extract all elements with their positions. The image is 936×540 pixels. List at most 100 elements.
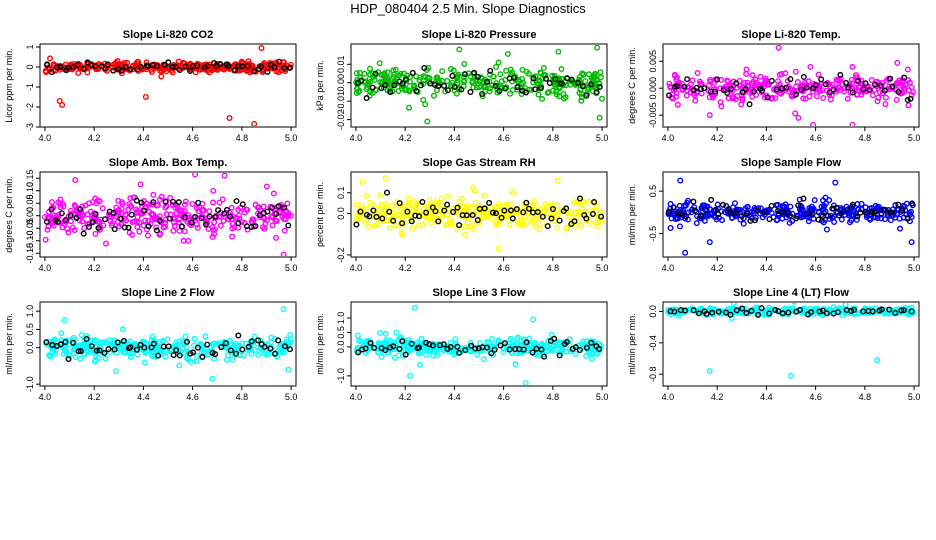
panel-2-title: Slope Li-820 Pressure [422, 29, 537, 41]
panel-4-point [260, 203, 267, 210]
panel-4-point [182, 198, 189, 205]
panel-3-ytick-label: 0.000 [648, 77, 658, 100]
panel-6-xtick-label: 5.0 [908, 263, 921, 273]
panel-2-point [384, 74, 391, 81]
panel-1-ytick-label: 0 [25, 64, 35, 69]
panel-1-black-point [138, 64, 145, 71]
panel-8-black-point [396, 346, 403, 353]
panel-4-point [48, 199, 55, 206]
panel-8-points [353, 304, 604, 385]
panel-1-xtick-label: 4.8 [236, 133, 249, 143]
panel-7-ytick-label: 1.0 [25, 305, 35, 318]
panel-1-black-point [165, 59, 172, 66]
panel-4-point [162, 219, 169, 226]
panel-1-xtick-label: 4.4 [137, 133, 150, 143]
panel-8-point [536, 352, 543, 359]
panel-5-point [398, 230, 405, 237]
panel-4-point [67, 218, 74, 225]
panel-6-point [693, 220, 700, 227]
panel-8-point [555, 349, 562, 356]
panel-9-point [830, 304, 837, 311]
panel-1-black-point [264, 68, 271, 75]
panel-4-black-point [202, 221, 209, 228]
panel-2-point [376, 60, 383, 67]
panel-7-point [99, 339, 106, 346]
panel-4-point [269, 214, 276, 221]
panel-5-point [411, 205, 418, 212]
panel-7-points [43, 306, 294, 382]
panel-8-ylabel: ml/min per min. [315, 313, 325, 375]
panel-1-black-point [122, 64, 129, 71]
panel-7-point [77, 342, 84, 349]
panel-3-point [841, 85, 848, 92]
panel-2-black-point [391, 82, 398, 89]
panel-4-black-point [264, 208, 271, 215]
panel-2-outlier-point [596, 114, 603, 121]
panel-4-outlier-point [221, 173, 228, 179]
panel-5-point [555, 211, 562, 218]
panel-1-point [192, 69, 199, 76]
panel-5-point [520, 220, 527, 227]
panel-4-point [285, 212, 292, 219]
panel-6-point [823, 226, 830, 233]
panel-2-point [519, 66, 526, 73]
panel-4-point [154, 202, 161, 209]
panel-5-point [488, 215, 495, 222]
panel-7-xtick-label: 4.4 [137, 392, 150, 402]
panel-4-point [170, 219, 177, 226]
panel-4-point [126, 201, 133, 208]
panel-1-point [158, 73, 165, 80]
panel-4-black-point [166, 215, 173, 222]
panel-1-outlier-point [142, 93, 149, 100]
panel-8-black-point [399, 338, 406, 345]
panel-6-point [740, 220, 747, 227]
panel-6-point [872, 202, 879, 209]
panel-4-point [213, 212, 220, 219]
panel-3-black-point [733, 80, 740, 87]
panel-5-black-point [549, 205, 556, 212]
panel-5-ytick-label: 0.0 [336, 207, 346, 220]
panel-8-black-point [563, 338, 570, 345]
panel-2-point [582, 78, 589, 85]
panel-4-point [92, 195, 99, 202]
panel-4-point [180, 237, 187, 244]
panel-4-point [211, 231, 218, 238]
panel-3-ylabel: degrees C per min. [627, 47, 637, 124]
panel-1-black-point [239, 63, 246, 70]
panel-2-black-point [593, 89, 600, 96]
panel-9-point [754, 308, 761, 315]
panel-4-point [45, 223, 52, 230]
panel-7-point [287, 336, 294, 343]
panel-8-outlier-point [522, 380, 529, 385]
panel-1-black-point [74, 61, 81, 68]
panel-1-black-point [204, 62, 211, 69]
panel-2-point [490, 73, 497, 80]
panel-2-point [530, 79, 537, 86]
panel-7-point [268, 339, 275, 346]
panel-5-title: Slope Gas Stream RH [422, 157, 535, 169]
panel-6-point [682, 202, 689, 209]
panel-3-black-point [860, 86, 867, 93]
panel-6-black-point [881, 206, 888, 213]
panel-5-point [359, 178, 366, 185]
panel-8-point [434, 352, 441, 359]
panel-3-black-point [697, 86, 704, 93]
panel-6-point [815, 209, 822, 216]
panel-3-ytick-label: 0.005 [648, 50, 658, 73]
panel-8-xtick-label: 5.0 [596, 392, 609, 402]
panel-9-ytick-label: -0.4 [648, 335, 658, 351]
panel-4-point [143, 200, 150, 207]
panel-7-point [148, 352, 155, 359]
panel-4-point [59, 224, 66, 231]
panel-4-point [176, 227, 183, 234]
panel-8-point [555, 341, 562, 348]
panel-3-point [762, 75, 769, 82]
panel-6-point [699, 202, 706, 209]
panel-4-point [281, 227, 288, 234]
panel-2-point [525, 70, 532, 77]
panel-1-point [181, 60, 188, 67]
panel-3-point [908, 84, 915, 91]
panel-2-frame [350, 43, 608, 128]
panel-1-black-point [115, 66, 122, 73]
panel-8-black-point [576, 346, 583, 353]
